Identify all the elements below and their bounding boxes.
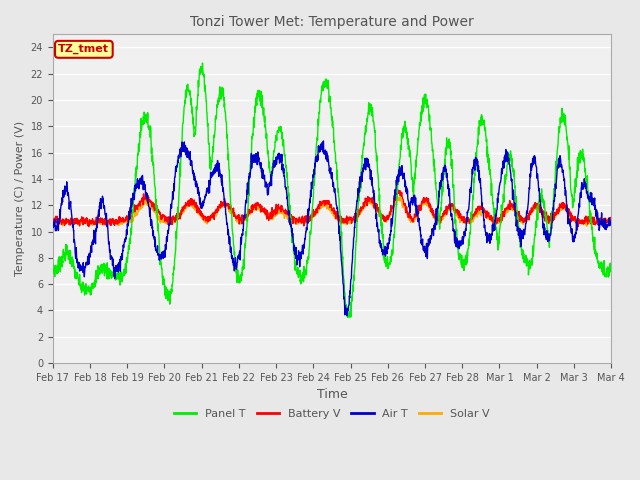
Y-axis label: Temperature (C) / Power (V): Temperature (C) / Power (V) <box>15 121 25 276</box>
Title: Tonzi Tower Met: Temperature and Power: Tonzi Tower Met: Temperature and Power <box>190 15 474 29</box>
X-axis label: Time: Time <box>317 388 348 401</box>
Legend: Panel T, Battery V, Air T, Solar V: Panel T, Battery V, Air T, Solar V <box>170 404 495 423</box>
Text: TZ_tmet: TZ_tmet <box>58 44 109 54</box>
